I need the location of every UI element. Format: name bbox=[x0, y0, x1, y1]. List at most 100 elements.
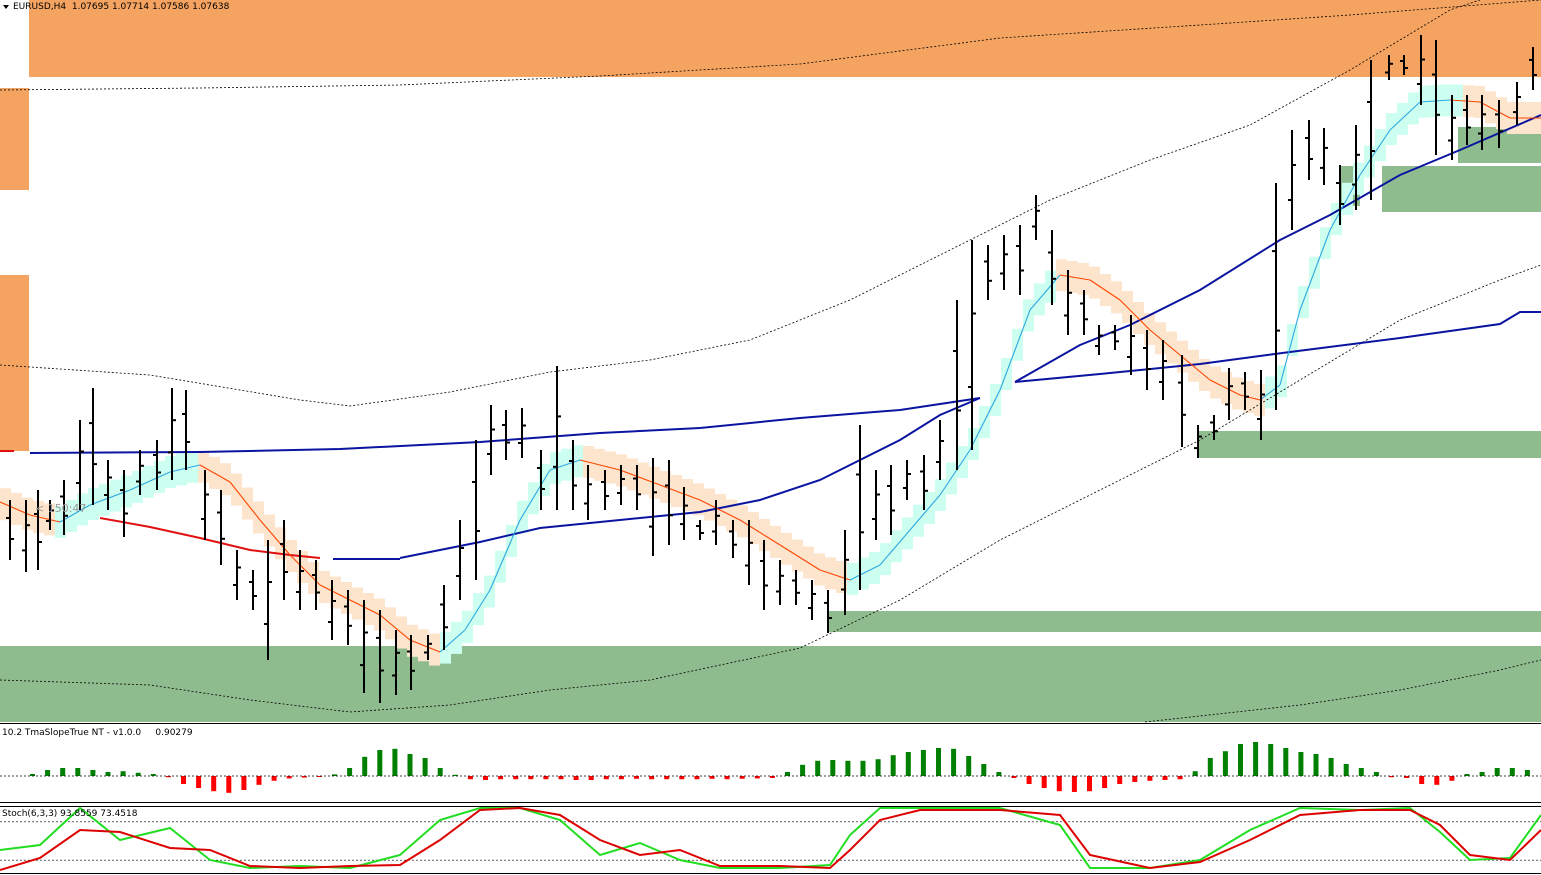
tma-histogram-bar bbox=[1524, 770, 1530, 776]
ohlc-bar bbox=[824, 590, 832, 633]
slow-ma-line bbox=[1014, 311, 1541, 383]
tma-histogram-bar bbox=[815, 760, 821, 776]
tma-histogram-bar bbox=[1207, 758, 1213, 776]
ohlc-bar bbox=[1529, 47, 1537, 90]
tma-histogram-bar bbox=[694, 776, 700, 780]
ohlc-bar bbox=[22, 500, 30, 572]
tma-center-line bbox=[879, 529, 911, 566]
tma-center-line bbox=[1179, 354, 1211, 381]
ohlc-bar bbox=[887, 465, 895, 535]
tma-histogram-bar bbox=[1373, 772, 1379, 776]
tma-histogram-bar bbox=[1192, 771, 1198, 776]
ohlc-bar bbox=[633, 465, 641, 510]
tma-histogram-bar bbox=[1434, 776, 1440, 785]
tma-center-line bbox=[549, 459, 581, 471]
tma-indicator-name: 10.2 TmaSlopeTrue NT - v1.0.0 bbox=[2, 728, 142, 738]
tma-histogram-bar bbox=[286, 776, 292, 779]
tma-histogram-bar bbox=[332, 774, 337, 776]
tma-histogram-bar bbox=[30, 774, 35, 776]
ohlc-bar bbox=[1210, 415, 1218, 440]
tma-histogram-bar bbox=[588, 776, 594, 780]
tma-histogram-bar bbox=[845, 760, 851, 776]
tma-histogram-bar bbox=[1117, 776, 1123, 784]
tma-histogram-bar bbox=[981, 764, 987, 776]
tma-histogram-bar bbox=[905, 752, 911, 776]
ma-lines-layer bbox=[0, 0, 1541, 723]
tma-histogram-bar bbox=[754, 776, 760, 779]
tma-center-line bbox=[489, 519, 521, 591]
zones-layer bbox=[0, 0, 1541, 722]
ohlc-bar bbox=[903, 460, 911, 500]
tma-histogram-bar bbox=[437, 768, 443, 776]
ohlc-bar bbox=[1095, 325, 1103, 355]
ohlc-bar bbox=[456, 520, 464, 600]
ohlc-bar bbox=[553, 366, 561, 510]
ohlc-bar bbox=[665, 460, 673, 545]
ohlc-bar bbox=[233, 550, 241, 600]
ohlc-bar bbox=[34, 490, 42, 570]
tma-histogram-bar bbox=[543, 776, 549, 780]
ohlc-bar bbox=[776, 560, 784, 605]
tma-histogram-bar bbox=[1253, 742, 1259, 776]
tma-histogram-bar bbox=[1358, 768, 1364, 776]
tma-histogram-bar bbox=[649, 776, 655, 780]
tma-histogram-bar bbox=[936, 748, 941, 776]
ohlc-bar bbox=[518, 408, 526, 458]
tma-center-line bbox=[1389, 101, 1421, 131]
ohlc-bar bbox=[217, 490, 225, 565]
ohlc-bar bbox=[120, 470, 128, 537]
medium-ma-line bbox=[399, 397, 981, 559]
ohlc-bar bbox=[872, 470, 880, 540]
tma-center-line bbox=[1149, 329, 1181, 356]
slow-ma-line-down bbox=[99, 517, 321, 559]
tma-histogram-bar bbox=[377, 750, 383, 776]
tma-histogram-bar bbox=[1132, 776, 1138, 782]
main-panel-title: EURUSD,H4 1.07695 1.07714 1.07586 1.0763… bbox=[13, 2, 229, 13]
tma-histogram-bar bbox=[1162, 776, 1168, 780]
tma-center-line bbox=[699, 499, 741, 521]
tma-histogram-bar bbox=[528, 776, 534, 780]
tma-histogram-bar bbox=[875, 759, 881, 776]
tma-histogram-bar bbox=[951, 748, 957, 776]
tma-histogram-bar bbox=[573, 776, 579, 780]
ohlc-bar bbox=[1032, 195, 1040, 240]
tma-histogram-bar bbox=[498, 776, 504, 780]
ohlc-bar bbox=[601, 470, 609, 510]
tma-histogram-bar bbox=[1298, 752, 1304, 776]
tma-histogram-bar bbox=[1011, 776, 1017, 778]
tma-center-line bbox=[939, 449, 971, 496]
tma-histogram-bar bbox=[1238, 744, 1243, 776]
tma-histogram-bar bbox=[709, 776, 715, 779]
tma-histogram-bar bbox=[120, 771, 126, 776]
tma-histogram-bar bbox=[1343, 764, 1349, 776]
tma-histogram-bar bbox=[1041, 776, 1047, 788]
ohlc-bar bbox=[1111, 325, 1119, 350]
tma-center-line bbox=[999, 309, 1031, 391]
ohlc-bar bbox=[920, 455, 928, 510]
tma-histogram-bar bbox=[1102, 776, 1108, 788]
chart-menu-triangle-icon[interactable] bbox=[3, 5, 9, 9]
tma-histogram-bar bbox=[785, 772, 790, 776]
ohlc-bar bbox=[89, 388, 97, 505]
tma-histogram-bar bbox=[407, 754, 413, 776]
tma-histogram-bar bbox=[769, 776, 775, 778]
tma-histogram-bar bbox=[135, 772, 141, 776]
ohlc-bar bbox=[1463, 95, 1471, 145]
ohlc-bar bbox=[1225, 368, 1233, 420]
ohlc-bars-layer bbox=[6, 35, 1537, 703]
tma-histogram-bar bbox=[483, 776, 488, 780]
tma-histogram-bar bbox=[1313, 754, 1319, 776]
tma-histogram-bar bbox=[1147, 776, 1153, 781]
ohlc-bar bbox=[856, 425, 864, 590]
tma-histogram-layer bbox=[0, 742, 1541, 793]
ohlc-bar bbox=[376, 610, 384, 703]
ohlc-bar bbox=[1352, 125, 1360, 210]
tma-histogram-bar bbox=[467, 776, 473, 780]
tma-histogram-bar bbox=[105, 772, 111, 776]
tma-center-line bbox=[739, 519, 781, 546]
ohlc-bar bbox=[1367, 60, 1375, 200]
ohlc-bar bbox=[1080, 290, 1088, 335]
tma-histogram-bar bbox=[1328, 758, 1334, 776]
